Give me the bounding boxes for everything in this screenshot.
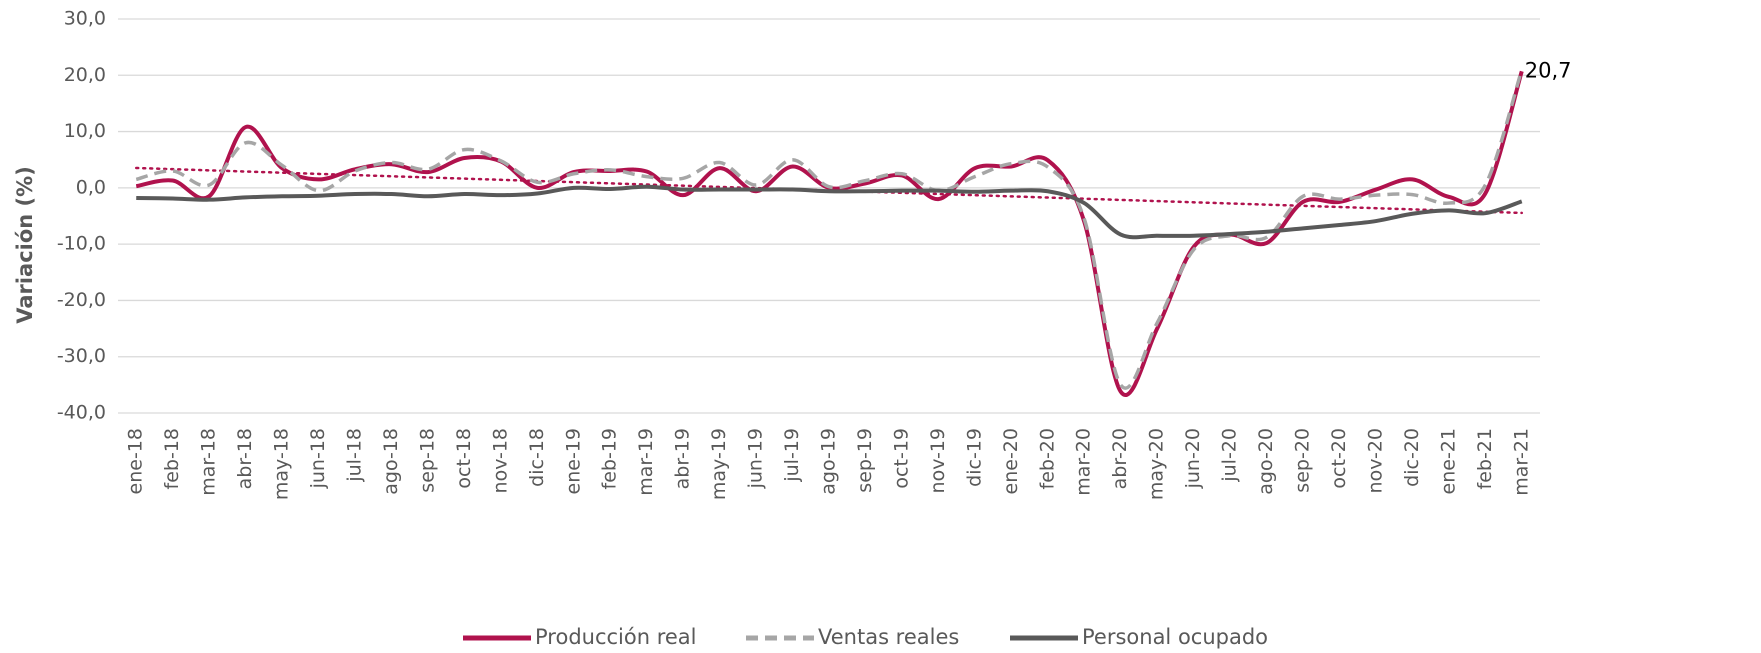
x-tick-label: oct-18 (453, 428, 475, 489)
x-tick-label: oct-20 (1328, 428, 1350, 489)
x-tick-label: ene-18 (125, 428, 147, 494)
y-tick-label: 30,0 (64, 8, 106, 30)
y-tick-label: 10,0 (64, 120, 106, 142)
x-tick-label: abr-20 (1109, 428, 1131, 489)
x-tick-label: dic-19 (963, 428, 985, 487)
x-tick-label: feb-20 (1036, 428, 1058, 489)
y-tick-label: -30,0 (57, 345, 106, 367)
x-tick-label: mar-18 (198, 428, 220, 496)
x-tick-label: abr-19 (672, 428, 694, 489)
x-tick-label: nov-20 (1364, 428, 1386, 493)
data-label: 20,7 (1525, 58, 1572, 82)
x-tick-label: may-19 (708, 428, 730, 500)
x-tick-label: feb-19 (599, 428, 621, 489)
x-tick-label: jul-20 (1219, 428, 1241, 483)
y-tick-label: -20,0 (57, 289, 106, 311)
x-tick-label: ago-19 (818, 428, 840, 495)
x-tick-label: jul-18 (344, 428, 366, 483)
x-tick-label: abr-18 (234, 428, 256, 489)
x-tick-label: dic-18 (526, 428, 548, 487)
x-tick-label: may-20 (1146, 428, 1168, 500)
x-tick-label: ago-18 (380, 428, 402, 495)
legend-label: Ventas reales (818, 625, 959, 649)
x-tick-label: feb-18 (161, 428, 183, 489)
series-line (136, 184, 1523, 240)
legend-label: Producción real (535, 625, 697, 649)
x-tick-label: jun-19 (745, 428, 767, 489)
y-axis-title: Variación (%) (13, 166, 37, 324)
x-tick-label: dic-20 (1401, 428, 1423, 487)
x-tick-label: sep-20 (1292, 428, 1314, 493)
x-tick-label: jun-18 (307, 428, 329, 489)
x-tick-label: feb-21 (1474, 428, 1496, 489)
y-tick-label: 20,0 (64, 64, 106, 86)
series-line (135, 69, 1524, 390)
x-tick-label: sep-18 (416, 428, 438, 493)
x-tick-label: ago-20 (1255, 428, 1277, 495)
x-tick-label: may-18 (271, 428, 293, 500)
x-tick-label: sep-19 (854, 428, 876, 493)
x-tick-label: ene-19 (562, 428, 584, 494)
x-tick-label: ene-20 (1000, 428, 1022, 494)
y-tick-label: -40,0 (57, 402, 106, 424)
y-tick-label: -10,0 (57, 233, 106, 255)
x-tick-label: ene-21 (1437, 428, 1459, 494)
x-tick-label: mar-21 (1510, 428, 1532, 496)
x-tick-label: nov-18 (489, 428, 511, 493)
x-tick-label: mar-19 (635, 428, 657, 496)
x-tick-label: nov-19 (927, 428, 949, 493)
x-tick-label: mar-20 (1073, 428, 1095, 496)
series-line (135, 70, 1524, 397)
legend-label: Personal ocupado (1082, 625, 1268, 649)
y-tick-label: 0,0 (76, 176, 106, 198)
x-tick-label: jul-19 (781, 428, 803, 483)
x-tick-label: jun-20 (1182, 428, 1204, 489)
x-tick-label: oct-19 (890, 428, 912, 489)
